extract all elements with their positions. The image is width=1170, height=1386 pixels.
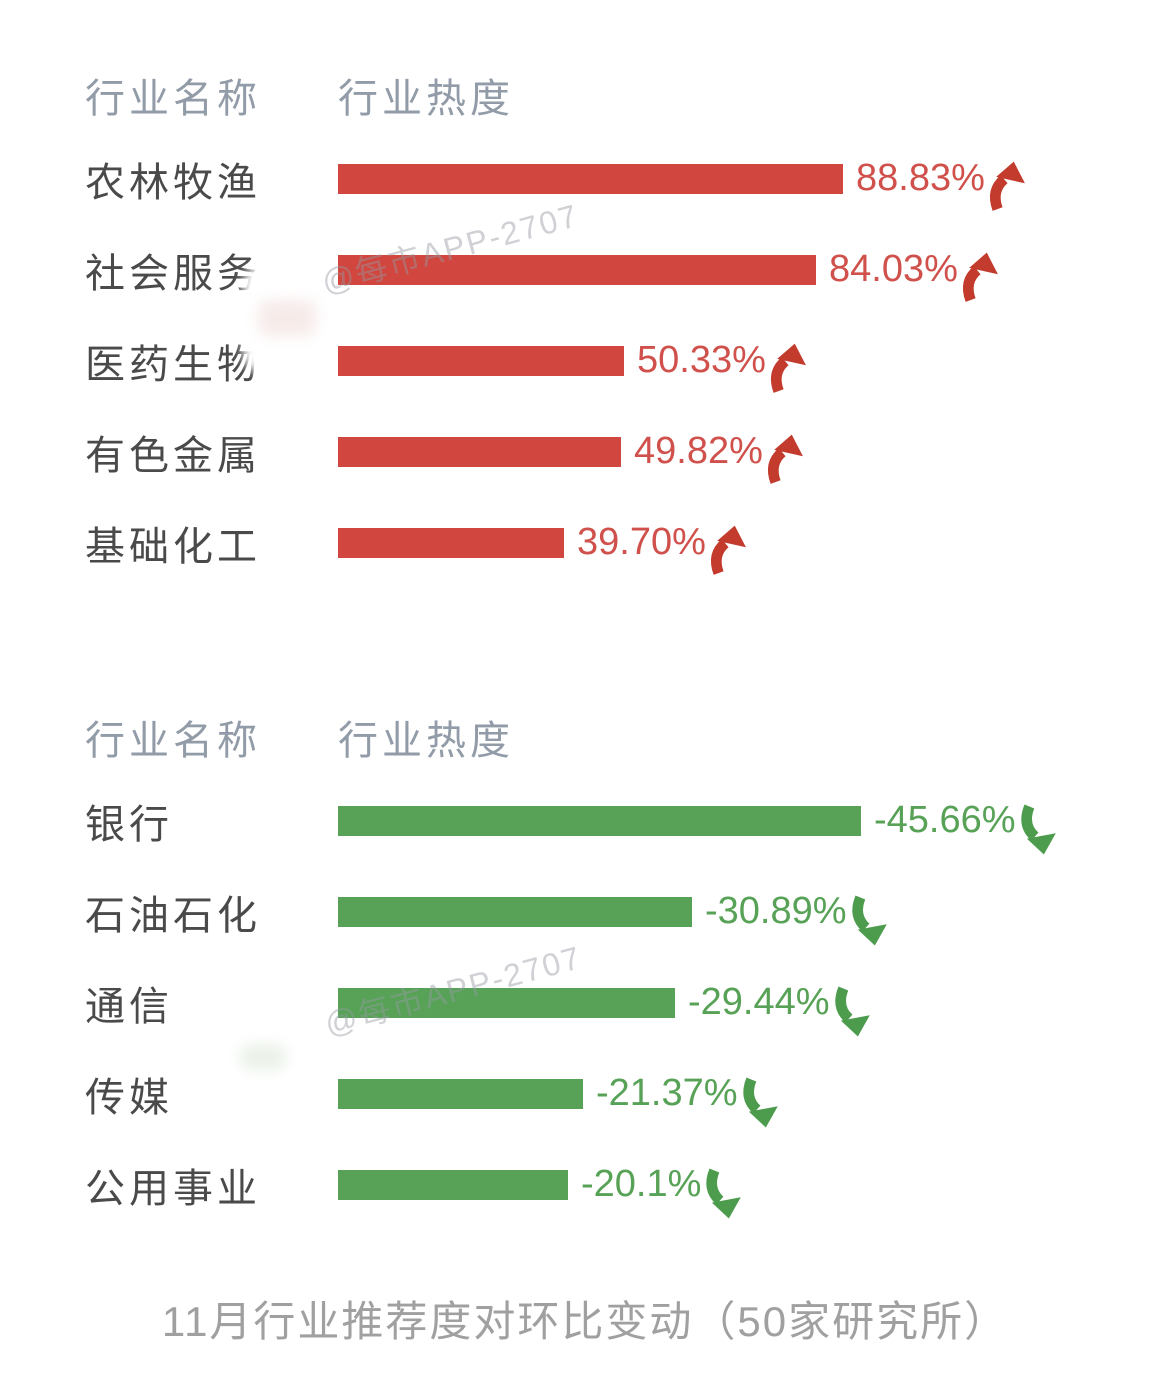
heat-bar [338,527,564,558]
table-row: 石油石化 -30.89% [0,866,1170,957]
up-arrow-icon [983,157,1034,217]
percent-value: -45.66% [874,799,1016,841]
up-arrow-icon [956,248,1007,308]
down-arrow-icon [1015,799,1064,857]
table-row: 农林牧渔 88.83% [0,133,1170,224]
percent-value: 88.83% [856,157,985,199]
table-row: 传媒 -21.37% [0,1048,1170,1139]
table-row: 公用事业 -20.1% [0,1139,1170,1230]
percent-value: -20.1% [581,1163,702,1205]
heat-bar [338,1078,583,1109]
table-row: 通信 -29.44% [0,957,1170,1048]
percent-value: 84.03% [829,248,958,290]
industry-heat-header: 行业热度 [338,719,514,763]
industry-label: 传媒 [85,1075,173,1120]
industry-label: 有色金属 [85,433,261,478]
percent-value: 49.82% [634,430,763,472]
percent-value: -21.37% [596,1072,738,1114]
down-arrow-icon [829,981,878,1039]
industry-label: 基础化工 [85,524,261,569]
industry-name-header: 行业名称 [85,719,261,763]
industry-label: 公用事业 [85,1166,261,1211]
heat-bar [338,436,621,467]
up-arrow-icon [704,521,755,581]
heat-bar [338,805,861,836]
industry-label: 通信 [85,984,173,1029]
percent-value: -30.89% [705,890,847,932]
industry-label: 社会服务 [85,251,261,296]
column-headers: 行业名称 行业热度 [0,708,1170,763]
heat-bar [338,163,843,194]
gainers-section: 行业名称 行业热度 农林牧渔 88.83% 社会服务 84.03% 医药生物 5… [0,0,1170,588]
percent-value: -29.44% [688,981,830,1023]
down-arrow-icon [737,1072,786,1130]
decliners-section: 行业名称 行业热度 银行 -45.66% 石油石化 -30.89% 通信 -29… [0,708,1170,1230]
heat-bar [338,1169,568,1200]
up-arrow-icon [761,430,812,490]
table-row: 基础化工 39.70% [0,497,1170,588]
heat-bar [338,987,675,1018]
down-arrow-icon [701,1163,750,1221]
industry-label: 医药生物 [85,342,261,387]
down-arrow-icon [846,890,895,948]
heat-bar [338,345,624,376]
industry-label: 石油石化 [85,893,261,938]
industry-label: 银行 [85,802,173,847]
industry-label: 农林牧渔 [85,160,261,205]
column-headers: 行业名称 行业热度 [0,66,1170,121]
up-arrow-icon [764,339,815,399]
table-row: 有色金属 49.82% [0,406,1170,497]
heat-bar [338,254,816,285]
table-row: 医药生物 50.33% [0,315,1170,406]
industry-heat-header: 行业热度 [338,77,514,121]
heat-bar [338,896,692,927]
percent-value: 50.33% [637,339,766,381]
table-row: 社会服务 84.03% [0,224,1170,315]
percent-value: 39.70% [577,521,706,563]
table-row: 银行 -45.66% [0,775,1170,866]
industry-name-header: 行业名称 [85,77,261,121]
chart-caption: 11月行业推荐度对环比变动（50家研究所） [161,1298,1009,1345]
